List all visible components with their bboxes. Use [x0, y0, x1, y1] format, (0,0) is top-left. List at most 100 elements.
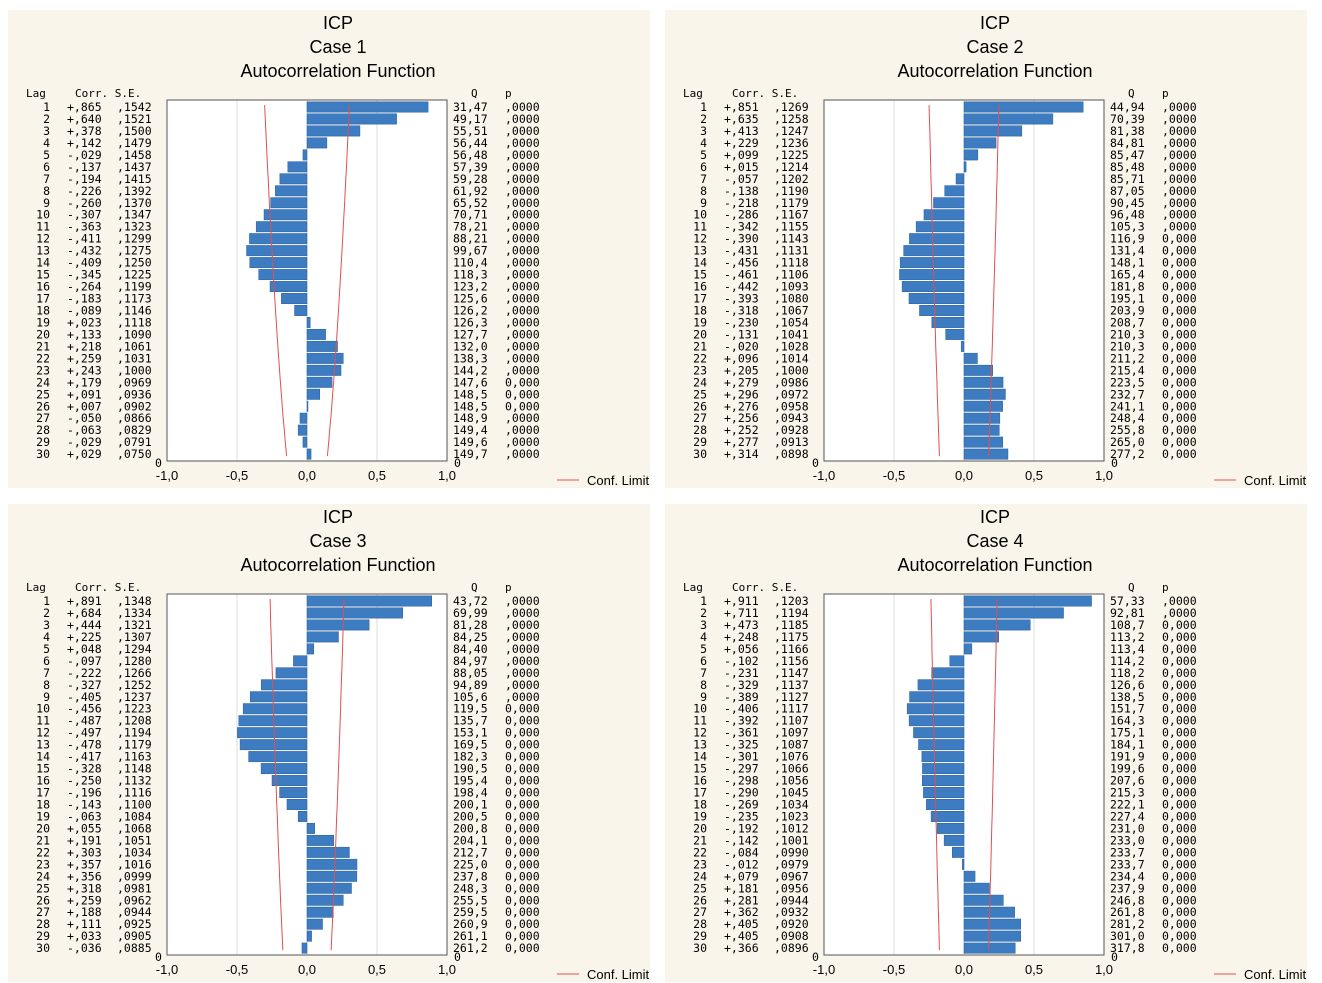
q-value: 198,4	[453, 786, 488, 800]
x-tick-label: 0,0	[298, 962, 316, 977]
chart-title-line-1: ICP	[323, 507, 353, 527]
se-value: ,1542	[117, 100, 152, 114]
p-value: 0,000	[505, 833, 540, 847]
acf-bar-lag-2	[306, 607, 404, 619]
header-corr-se: Corr. S.E.	[75, 87, 141, 100]
header-q: Q	[471, 581, 478, 594]
acf-bar-lag-22	[306, 846, 350, 858]
lag-label: 17	[36, 292, 50, 306]
lag-label: 3	[700, 124, 707, 138]
q-value: 165,4	[1110, 268, 1145, 282]
q-value: 108,7	[1110, 618, 1145, 632]
se-value: ,1155	[774, 220, 809, 234]
acf-bar-lag-22	[963, 352, 978, 364]
se-value: ,1107	[774, 714, 809, 728]
q-value: 199,6	[1110, 762, 1145, 776]
acf-bar-lag-16	[269, 281, 308, 293]
q-value: 222,1	[1110, 797, 1145, 811]
lag-label: 18	[36, 797, 50, 811]
corr-value: -,417	[67, 750, 102, 764]
acf-bar-lag-18	[919, 305, 965, 316]
acf-bar-lag-14	[248, 751, 308, 763]
lag-label: 24	[693, 869, 707, 883]
lag-label: 27	[36, 905, 50, 919]
q-value: 148,5	[453, 387, 488, 401]
se-value: ,1076	[774, 750, 809, 764]
se-value: ,1127	[774, 690, 809, 704]
chart-title-line-1: ICP	[980, 13, 1010, 33]
corr-value: +,891	[67, 594, 102, 608]
corr-value: -,456	[67, 702, 102, 716]
acf-bar-lag-7	[279, 173, 308, 185]
corr-value: -,264	[67, 280, 102, 294]
acf-bar-lag-17	[279, 787, 308, 798]
p-value: 0,000	[505, 941, 540, 955]
q-value: 190,5	[453, 762, 488, 776]
acf-bar-lag-26	[963, 894, 1004, 906]
p-value: 0,000	[505, 738, 540, 752]
q-value: 69,99	[453, 606, 488, 620]
se-value: ,1080	[774, 292, 809, 306]
corr-value: -,029	[67, 435, 102, 449]
se-value: ,1056	[774, 774, 809, 788]
chart-title-line-3: Autocorrelation Function	[897, 61, 1092, 81]
p-value: ,0000	[505, 435, 540, 449]
acf-bar-lag-12	[237, 727, 308, 739]
lag-label: 17	[693, 786, 707, 800]
corr-value: -,393	[724, 292, 759, 306]
corr-value: +,023	[67, 315, 102, 329]
lag-label: 11	[36, 220, 50, 234]
se-value: ,0956	[774, 881, 809, 895]
x-tick-label: 1,0	[438, 962, 456, 977]
se-value: ,0944	[117, 905, 152, 919]
corr-value: +,256	[724, 411, 759, 425]
se-value: ,1437	[117, 160, 152, 174]
lag-label: 13	[36, 244, 50, 258]
acf-bar-lag-20	[936, 822, 965, 834]
lag-label: 8	[700, 678, 707, 692]
se-value: ,0958	[774, 399, 809, 413]
p-value: 0,000	[1162, 714, 1197, 728]
p-value: ,0000	[1162, 606, 1197, 620]
acf-bar-lag-19	[930, 811, 965, 822]
lag-label: 15	[36, 268, 50, 282]
corr-value: -,131	[724, 327, 759, 341]
se-value: ,0750	[117, 447, 152, 461]
corr-value: +,133	[67, 327, 102, 341]
se-value: ,1000	[117, 363, 152, 377]
lag-label: 25	[693, 387, 707, 401]
lag-label: 22	[36, 845, 50, 859]
se-value: ,1175	[774, 630, 809, 644]
corr-value: +,252	[724, 423, 759, 437]
corr-value: -,138	[724, 184, 759, 198]
se-value: ,1179	[774, 196, 809, 210]
lag-label: 15	[36, 762, 50, 776]
lag-label: 28	[36, 917, 50, 931]
corr-value: -,097	[67, 654, 102, 668]
acf-bar-lag-17	[908, 293, 965, 304]
p-value: ,0000	[505, 280, 540, 294]
legend-label: Conf. Limit	[1244, 967, 1307, 982]
acf-bar-lag-22	[306, 352, 344, 364]
corr-value: +,188	[67, 905, 102, 919]
acf-bar-lag-11	[238, 715, 308, 727]
acf-bar-lag-4	[963, 631, 999, 643]
corr-value: -,405	[67, 690, 102, 704]
corr-value: +,276	[724, 399, 759, 413]
se-value: ,0943	[774, 411, 809, 425]
q-value: 195,4	[453, 774, 488, 788]
p-value: ,0000	[505, 184, 540, 198]
q-value: 118,3	[453, 268, 488, 282]
se-value: ,1146	[117, 303, 152, 317]
se-value: ,1068	[117, 821, 152, 835]
corr-value: -,050	[67, 411, 102, 425]
corr-value: +,318	[67, 881, 102, 895]
corr-value: -,063	[67, 423, 102, 437]
p-value: 0,000	[505, 375, 540, 389]
q-value: 81,28	[453, 618, 488, 632]
q-value: 70,39	[1110, 112, 1145, 126]
acf-bar-lag-14	[249, 257, 308, 269]
q-value: 210,3	[1110, 327, 1145, 341]
se-value: ,0967	[774, 869, 809, 883]
se-value: ,0908	[774, 929, 809, 943]
